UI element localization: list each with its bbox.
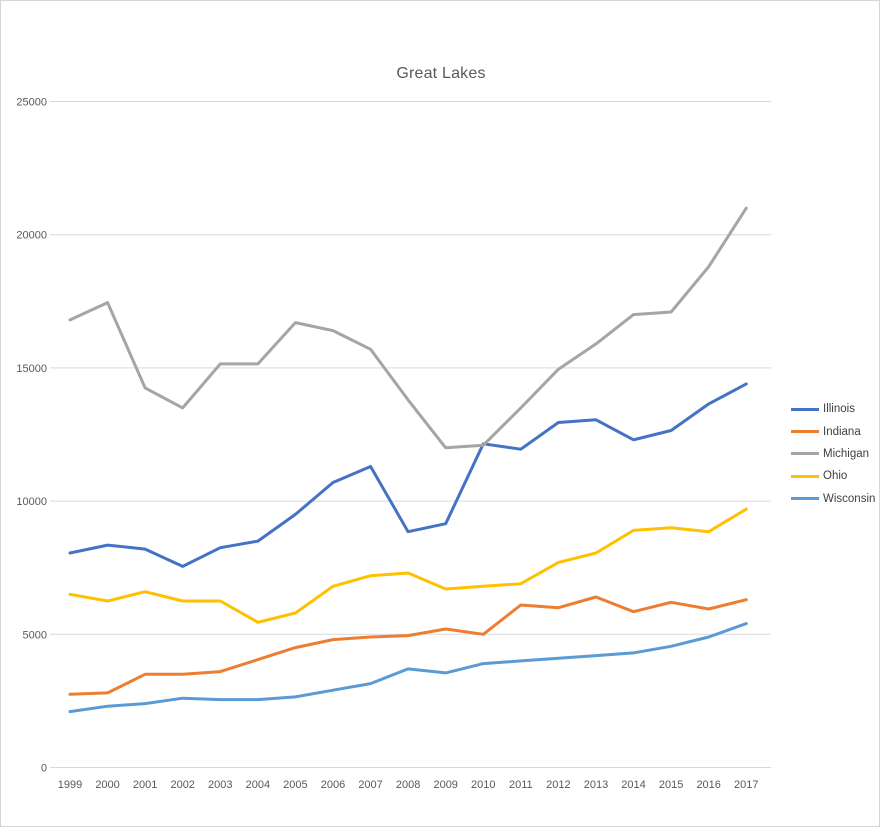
x-tick-label: 2011	[509, 779, 533, 791]
legend-swatch-icon	[791, 497, 819, 501]
legend-item-ohio[interactable]: Ohio	[791, 465, 875, 487]
x-tick-label: 2015	[659, 779, 683, 791]
y-tick-label: 15000	[16, 363, 47, 375]
x-tick-label: 2006	[321, 779, 345, 791]
x-tick-label: 2005	[283, 779, 307, 791]
legend-item-illinois[interactable]: Illinois	[791, 398, 875, 420]
x-tick-label: 2014	[621, 779, 645, 791]
y-tick-label: 5000	[23, 629, 47, 641]
x-tick-label: 2003	[208, 779, 232, 791]
y-tick-label: 20000	[16, 230, 47, 242]
legend-swatch-icon	[791, 452, 819, 456]
series-line-indiana[interactable]	[68, 595, 748, 696]
legend-swatch-icon	[791, 407, 819, 411]
x-tick-label: 2000	[95, 779, 119, 791]
legend: Illinois Indiana Michigan Ohio Wisconsin	[791, 398, 875, 510]
y-tick-label: 10000	[16, 496, 47, 508]
x-tick-label: 2008	[396, 779, 420, 791]
legend-item-label: Ohio	[823, 470, 848, 483]
x-tick-label: 2009	[433, 779, 457, 791]
x-tick-label: 2013	[584, 779, 608, 791]
series-line-michigan[interactable]	[68, 206, 748, 450]
x-tick-label: 2002	[170, 779, 194, 791]
legend-item-michigan[interactable]: Michigan	[791, 443, 875, 465]
series-line-wisconsin[interactable]	[68, 622, 748, 714]
x-tick-label: 2001	[133, 779, 157, 791]
x-tick-label: 2010	[471, 779, 495, 791]
x-tick-label: 2017	[734, 779, 758, 791]
legend-item-label: Indiana	[823, 425, 861, 438]
x-tick-label: 1999	[58, 779, 82, 791]
chart-title: Great Lakes	[396, 65, 486, 82]
y-tick-label: 0	[41, 763, 47, 775]
legend-item-label: Michigan	[823, 447, 870, 460]
x-tick-label: 2012	[546, 779, 570, 791]
legend-swatch-icon	[791, 474, 819, 478]
x-tick-label: 2016	[696, 779, 720, 791]
legend-item-label: Illinois	[823, 403, 855, 416]
x-tick-label: 2004	[246, 779, 270, 791]
x-tick-label: 2007	[358, 779, 382, 791]
legend-item-wisconsin[interactable]: Wisconsin	[791, 488, 875, 510]
y-tick-label: 25000	[16, 97, 47, 109]
series-line-illinois[interactable]	[68, 382, 748, 568]
legend-item-indiana[interactable]: Indiana	[791, 420, 875, 442]
legend-item-label: Wisconsin	[823, 492, 876, 505]
legend-swatch-icon	[791, 430, 819, 434]
series-line-ohio[interactable]	[68, 507, 748, 624]
